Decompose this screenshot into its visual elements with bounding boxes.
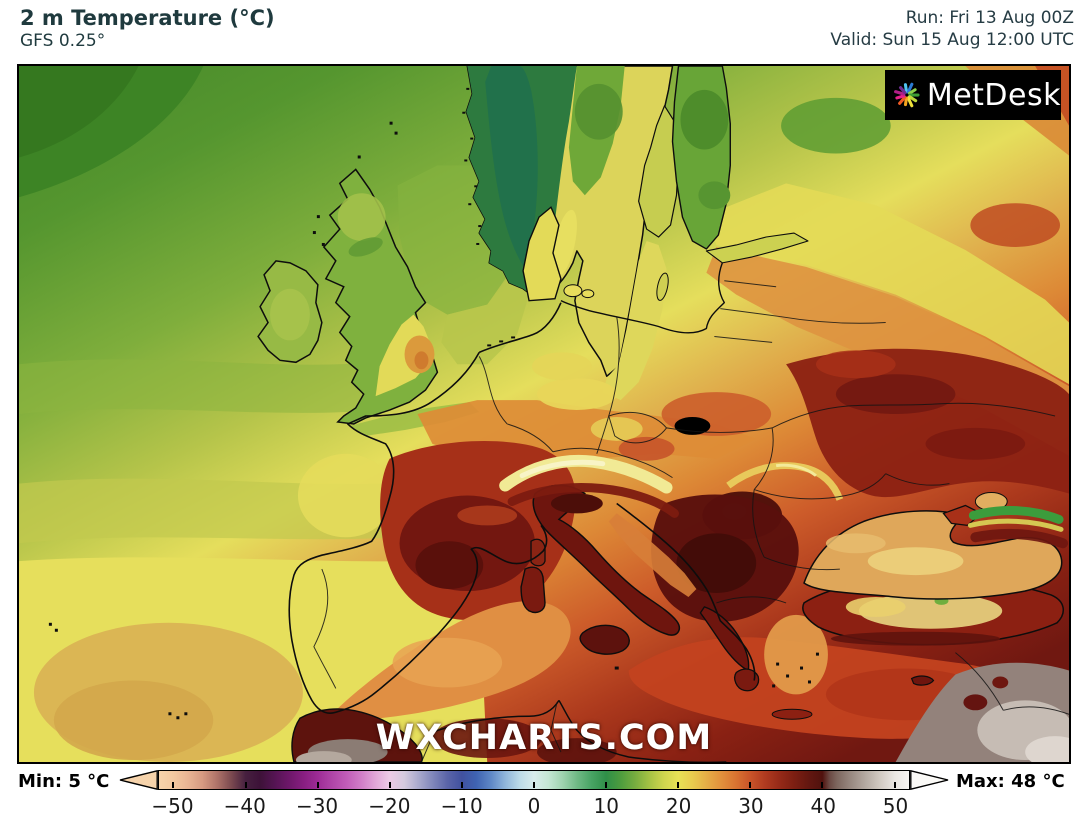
scale-tick-label: 30 <box>738 794 764 818</box>
scale-tick-label: −20 <box>368 794 411 818</box>
scale-tick-label: 20 <box>665 794 692 818</box>
colorbar-track: −50 −40 −30 −20 −10 0 10 20 30 40 50 <box>151 770 910 818</box>
page-title: 2 m Temperature (°C) <box>20 6 275 30</box>
scale-tick-label: 50 <box>882 794 909 818</box>
scale-tick-label: 0 <box>527 794 541 818</box>
crete <box>771 708 813 720</box>
atlantic-islands <box>48 336 516 720</box>
alps <box>499 454 679 518</box>
scale-tick <box>677 782 680 788</box>
scale-tick <box>749 782 752 788</box>
scale-right-arrow <box>910 770 949 790</box>
header-left: 2 m Temperature (°C) GFS 0.25° <box>20 5 275 52</box>
scale-left-arrow <box>119 770 158 790</box>
temperature-map: MetDesk WXCHARTS.COM <box>17 64 1071 764</box>
colorbar-gradient <box>158 770 910 790</box>
gulf-of-finland <box>705 232 809 264</box>
scale-tick <box>316 782 319 788</box>
scale-tick-label: −40 <box>223 794 266 818</box>
caucasus-green <box>968 506 1064 524</box>
country-borders <box>313 280 1069 762</box>
metdesk-logo-text: MetDesk <box>926 77 1061 113</box>
denmark <box>522 206 595 302</box>
run-time-label: Run: Fri 13 Aug 00Z <box>905 8 1074 28</box>
scale-tick <box>172 782 175 788</box>
coastlines <box>288 302 756 714</box>
north-africa <box>291 699 727 762</box>
sardinia <box>520 566 546 614</box>
peloponnese <box>734 668 760 692</box>
black-sea-region <box>803 492 1069 600</box>
scale-min-label: Min: 5 °C <box>18 771 110 792</box>
corsica <box>530 538 546 567</box>
scandinavia <box>462 66 809 401</box>
baltic-east-coast <box>560 262 726 334</box>
metdesk-logo: MetDesk <box>885 70 1061 120</box>
model-subtitle: GFS 0.25° <box>20 31 106 51</box>
scale-tick-label: −50 <box>151 794 194 818</box>
scale-max-label: Max: 48 °C <box>956 771 1065 792</box>
header-right: Run: Fri 13 Aug 00Z Valid: Sun 15 Aug 12… <box>830 7 1074 51</box>
scale-tick <box>388 782 391 788</box>
italy <box>520 484 680 670</box>
aegean-sea <box>764 614 828 695</box>
greece <box>699 606 819 720</box>
scale-tick <box>244 782 247 788</box>
british-isles <box>257 121 439 425</box>
scale-tick <box>533 782 535 788</box>
atlantic-bands <box>19 66 488 762</box>
sicily <box>579 624 630 655</box>
temperature-field <box>19 66 1069 762</box>
scale-tick-label: −10 <box>440 794 483 818</box>
middle-east <box>895 662 1069 762</box>
scale-tick <box>460 782 463 788</box>
scale-tick-label: −30 <box>295 794 339 818</box>
cyprus <box>910 675 935 686</box>
scale-tick-label: 40 <box>810 794 836 818</box>
aegean-islands <box>772 652 819 688</box>
scale-tick-label: 10 <box>593 794 620 818</box>
scale-tick <box>893 782 896 788</box>
wxcharts-watermark: WXCHARTS.COM <box>375 718 713 758</box>
valid-time-label: Valid: Sun 15 Aug 12:00 UTC <box>830 30 1074 50</box>
north-sea <box>297 165 530 538</box>
scale-tick <box>605 782 608 788</box>
scale-tick <box>821 782 824 788</box>
norway-skerries <box>462 87 482 245</box>
metdesk-pinwheel-icon <box>894 82 920 108</box>
metdesk-pinwheel <box>894 82 920 108</box>
temperature-scale: Min: 5 °C −50 −40 −30 −20 −10 0 10 20 30 40 50 Max… <box>0 768 1088 833</box>
uk-islands <box>312 121 398 246</box>
